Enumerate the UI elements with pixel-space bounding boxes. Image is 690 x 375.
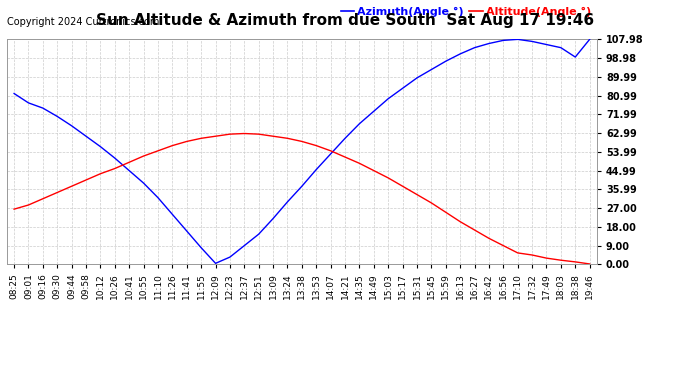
Text: Sun Altitude & Azimuth from due South  Sat Aug 17 19:46: Sun Altitude & Azimuth from due South Sa…: [96, 13, 594, 28]
Legend: Azimuth(Angle °), Altitude(Angle °): Azimuth(Angle °), Altitude(Angle °): [341, 7, 591, 17]
Text: Copyright 2024 Curtronics.com: Copyright 2024 Curtronics.com: [7, 17, 159, 27]
